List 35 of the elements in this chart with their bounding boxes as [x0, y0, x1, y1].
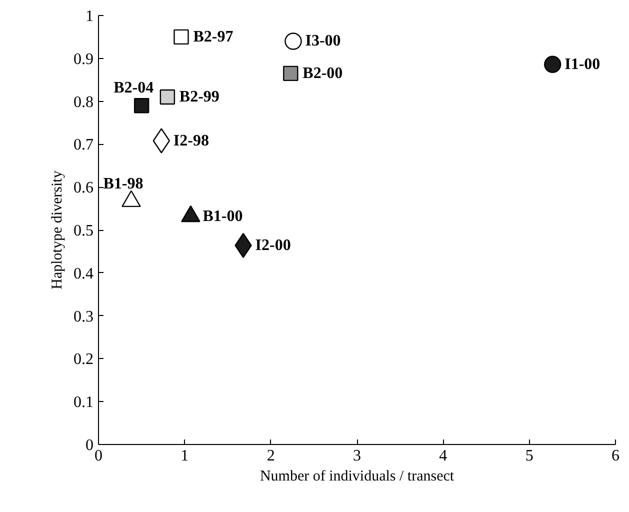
series-label: B2-00	[302, 64, 343, 82]
y-tick-label: 0.9	[74, 50, 94, 68]
x-axis-title: Number of individuals / transect	[260, 468, 455, 484]
series-label: I3-00	[305, 32, 341, 50]
point	[283, 66, 298, 82]
x-tick-label: 6	[612, 448, 620, 464]
y-tick-label: 0.5	[74, 222, 94, 240]
y-tick-label: 0.3	[74, 308, 94, 326]
point	[160, 89, 176, 105]
y-tick-label: 0.2	[74, 351, 94, 368]
series-label: I1-00	[564, 56, 600, 73]
x-tick-label: 5	[525, 448, 534, 464]
series-label: I2-98	[173, 132, 209, 150]
y-tick-label: 0.4	[74, 265, 94, 282]
y-tick-label: 0.1	[74, 394, 94, 412]
y-tick-label: 0	[86, 437, 94, 454]
point	[134, 98, 150, 114]
y-tick-label: 1	[86, 8, 94, 25]
x-tick-label: 4	[439, 448, 448, 464]
x-tick-label: 1	[180, 448, 189, 464]
x-tick-label: 3	[353, 448, 361, 464]
y-axis-title: Haplotype diversity	[50, 170, 66, 290]
x-tick-label: 2	[266, 448, 275, 464]
series-label: B2-04	[114, 80, 154, 97]
series-label: B1-00	[202, 208, 243, 225]
y-tick-label: 0.8	[74, 94, 94, 111]
point	[174, 29, 189, 45]
y-tick-label: 0.6	[74, 180, 94, 197]
point	[544, 56, 562, 73]
series-label: I2-00	[255, 236, 291, 254]
point	[284, 32, 302, 50]
series-label: B2-97	[193, 28, 234, 46]
y-tick-label: 0.7	[74, 136, 94, 154]
series-label: B2-99	[179, 88, 220, 106]
series-label: B1-98	[103, 175, 144, 192]
